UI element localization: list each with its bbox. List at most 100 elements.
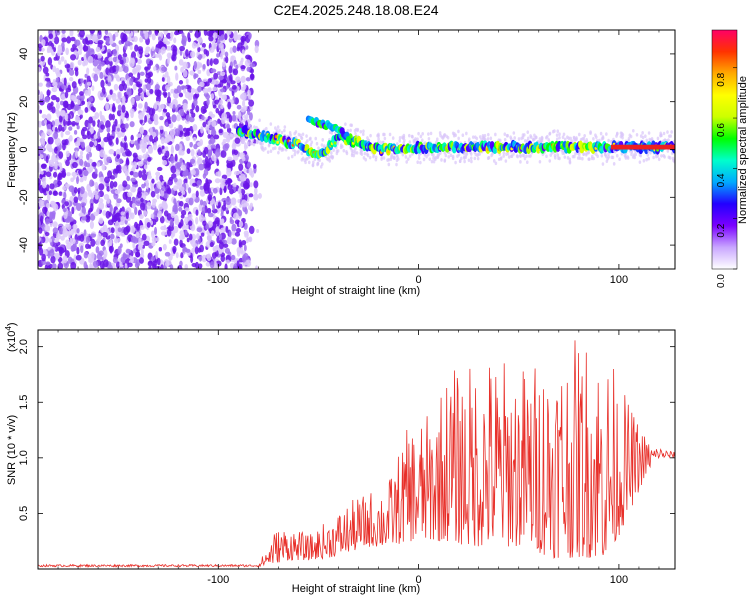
trace-halo [261, 142, 264, 146]
noise-blob [238, 163, 244, 171]
noise-blob [65, 159, 70, 167]
noise-blob [90, 233, 97, 238]
noise-blob [196, 141, 203, 147]
trace-halo [435, 137, 439, 142]
noise-blob [151, 241, 156, 247]
noise-blob [71, 95, 76, 101]
trace-halo [293, 152, 297, 157]
branch-blob [345, 136, 352, 143]
noise-blob [163, 224, 167, 231]
noise-blob [161, 66, 167, 72]
noise-blob [232, 45, 237, 53]
noise-blob [49, 183, 55, 190]
noise-blob [220, 71, 226, 77]
noise-blob [55, 234, 62, 240]
trace-halo [526, 136, 530, 141]
noise-blob [186, 148, 191, 154]
noise-blob [219, 80, 224, 88]
noise-blob [95, 246, 100, 254]
trace-halo [583, 134, 586, 138]
trace-halo [503, 137, 507, 142]
noise-blob [203, 168, 209, 176]
trace-halo [407, 133, 411, 138]
noise-blob [248, 225, 255, 235]
noise-blob [162, 193, 169, 199]
noise-blob [54, 137, 61, 147]
noise-blob [245, 77, 251, 82]
noise-blob [48, 33, 54, 40]
noise-blob [78, 30, 85, 38]
noise-blob [46, 143, 52, 151]
noise-blob [114, 238, 119, 244]
noise-blob [170, 155, 175, 164]
noise-blob [142, 169, 147, 175]
trace-halo [297, 149, 300, 154]
noise-blob [89, 141, 94, 148]
noise-blob [99, 149, 106, 158]
noise-blob [188, 220, 193, 227]
colorbar-tick-label: 0.4 [716, 173, 727, 187]
trace-halo [354, 147, 357, 151]
noise-blob [225, 197, 232, 206]
noise-blob [180, 214, 185, 219]
trace-halo [506, 133, 510, 138]
noise-blob [129, 108, 135, 115]
noise-blob [226, 127, 232, 133]
trace-halo [487, 155, 491, 160]
trace-halo [569, 136, 572, 141]
noise-blob [120, 211, 125, 216]
noise-blob [54, 108, 60, 115]
trace-halo [388, 132, 392, 137]
noise-blob [45, 72, 50, 77]
noise-blob [149, 88, 154, 94]
trace-halo [319, 165, 323, 169]
noise-blob [157, 36, 162, 42]
trace-halo [316, 161, 320, 166]
noise-blob [39, 98, 45, 106]
trace-halo [523, 138, 527, 143]
noise-blob [117, 245, 122, 255]
noise-blob [191, 262, 197, 268]
noise-blob [92, 58, 99, 67]
trace-halo [558, 132, 561, 137]
noise-blob [178, 92, 184, 98]
trace-halo [647, 156, 651, 161]
noise-blob [139, 126, 145, 135]
noise-blob [226, 179, 233, 184]
noise-blob [174, 169, 180, 176]
noise-blob [135, 142, 140, 151]
noise-blob [224, 247, 231, 254]
noise-blob [132, 236, 139, 244]
noise-blob [77, 59, 82, 66]
noise-blob [159, 103, 165, 110]
noise-blob [48, 238, 53, 243]
noise-blob [211, 252, 217, 259]
noise-blob [172, 104, 176, 110]
noise-blob [85, 36, 89, 44]
noise-blob [50, 200, 56, 206]
noise-blob [126, 150, 132, 157]
trace-halo [427, 132, 430, 136]
noise-blob [240, 57, 244, 63]
trace-halo [457, 152, 461, 157]
noise-blob [61, 30, 66, 34]
noise-blob [190, 255, 194, 264]
noise-blob [155, 250, 159, 260]
noise-blob [112, 48, 118, 57]
noise-blob [45, 82, 52, 88]
noise-blob [179, 230, 185, 236]
noise-blob [201, 43, 206, 48]
noise-blob [115, 137, 119, 145]
noise-blob [50, 255, 56, 264]
noise-blob [175, 143, 180, 152]
noise-blob [133, 30, 139, 34]
noise-blob [176, 182, 182, 190]
noise-blob [44, 225, 50, 232]
noise-blob [195, 209, 199, 216]
noise-blob [212, 187, 218, 194]
noise-blob [243, 142, 247, 151]
noise-blob [107, 81, 112, 87]
noise-blob [154, 208, 159, 214]
noise-blob [190, 87, 196, 93]
noise-blob [165, 45, 172, 51]
